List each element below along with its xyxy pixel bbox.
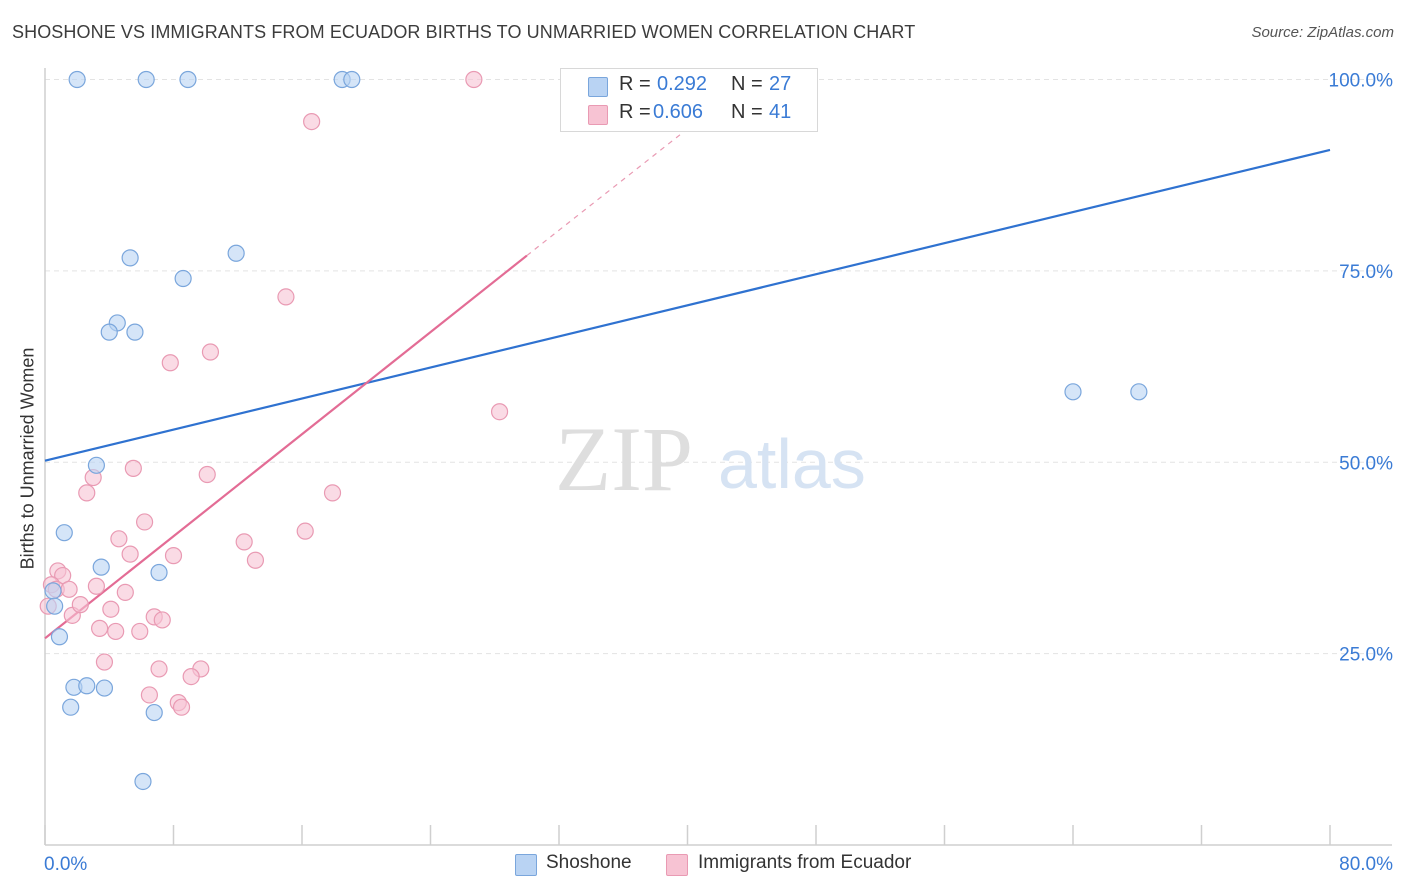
legend-row-shoshone: R = 0.292 N = 27 [561,73,817,99]
point-ecuador [465,70,483,89]
point-ecuador [71,596,89,614]
point-ecuador [172,698,191,716]
point-ecuador [107,622,125,641]
y-tick-label: 100.0% [1329,71,1394,92]
legend-n-label: N = [731,101,763,123]
point-ecuador [150,660,168,678]
point-ecuador [102,600,120,618]
point-shoshone [46,597,64,615]
trend-line-shoshone [44,148,1331,462]
trend-lines [44,71,1331,640]
x-tick-label: 80.0% [1339,854,1393,875]
y-tick-label: 75.0% [1339,262,1393,283]
series-label-shoshone: Shoshone [546,852,632,873]
series-swatch-ecuador [666,854,688,876]
point-ecuador [110,530,128,548]
point-shoshone [179,70,197,89]
series-legend: Shoshone Immigrants from Ecuador [0,850,1406,880]
point-ecuador [131,622,149,641]
point-ecuador [323,484,342,502]
legend-n-value: 41 [769,101,792,123]
chart-title: SHOSHONE VS IMMIGRANTS FROM ECUADOR BIRT… [12,22,916,42]
point-ecuador [235,533,253,551]
point-ecuador [164,547,183,565]
legend-row-ecuador: R = 0.606 N = 41 [561,101,817,127]
point-ecuador [60,580,78,598]
legend-r-value: 0.292 [657,73,708,95]
point-ecuador [54,566,72,585]
point-shoshone [55,524,73,542]
x-tick-label: 0.0% [44,854,87,875]
point-shoshone [78,677,96,695]
watermark-zip: ZIP [555,408,693,510]
point-shoshone [121,249,139,267]
trend-line-ecuador [44,254,528,640]
point-shoshone [87,456,106,474]
source-label: Source: ZipAtlas.com [1251,24,1394,41]
point-ecuador [277,288,295,306]
legend-r-label: R = [619,73,651,95]
point-ecuador [91,619,109,637]
data-points [39,70,1148,791]
correlation-legend: R = 0.292 N = 27 R = 0.606 N = 41 [560,68,818,132]
point-shoshone [92,558,110,576]
grid-lines [45,79,1392,655]
axes [44,68,1392,846]
point-shoshone [62,698,80,716]
point-ecuador [161,354,179,372]
point-shoshone [1130,383,1148,401]
y-axis-label: Births to Unmarried Women [17,347,38,570]
point-ecuador [116,583,134,601]
y-axis-label-wrap: Births to Unmarried Women [16,310,40,610]
point-shoshone [44,582,62,600]
point-ecuador [87,577,106,595]
y-tick-label: 25.0% [1339,645,1393,666]
legend-r-label: R = [619,101,651,123]
legend-swatch-ecuador [588,105,608,125]
tick-labels: 25.0% 50.0% 75.0% 100.0% 0.0% 80.0% [44,71,1393,876]
point-shoshone [145,703,163,722]
point-shoshone [174,269,192,288]
point-ecuador [303,113,321,131]
point-ecuador [124,459,142,477]
point-shoshone [50,628,69,646]
point-shoshone [1064,383,1082,401]
point-ecuador [490,403,509,421]
point-shoshone [68,70,86,89]
point-ecuador [198,465,216,484]
legend-n-label: N = [731,73,763,95]
series-label-ecuador: Immigrants from Ecuador [698,852,912,873]
point-ecuador [140,686,159,704]
point-shoshone [95,679,114,697]
point-ecuador [182,667,200,686]
point-ecuador [135,513,154,531]
point-ecuador [296,522,314,540]
point-shoshone [134,772,152,791]
legend-swatch-shoshone [588,77,608,97]
point-shoshone [126,323,144,341]
y-tick-label: 50.0% [1339,453,1393,474]
point-shoshone [137,70,155,89]
point-shoshone [227,244,245,262]
watermark-atlas: atlas [718,425,866,503]
point-ecuador [246,551,265,569]
point-shoshone [150,563,168,582]
series-swatch-shoshone [515,854,537,876]
point-ecuador [78,484,96,502]
legend-r-value: 0.606 [653,101,704,123]
legend-n-value: 27 [769,73,792,95]
point-ecuador [153,611,171,629]
point-ecuador [201,343,220,361]
point-shoshone [343,70,361,89]
point-shoshone [100,323,118,341]
point-ecuador [95,653,114,671]
point-ecuador [121,545,139,563]
